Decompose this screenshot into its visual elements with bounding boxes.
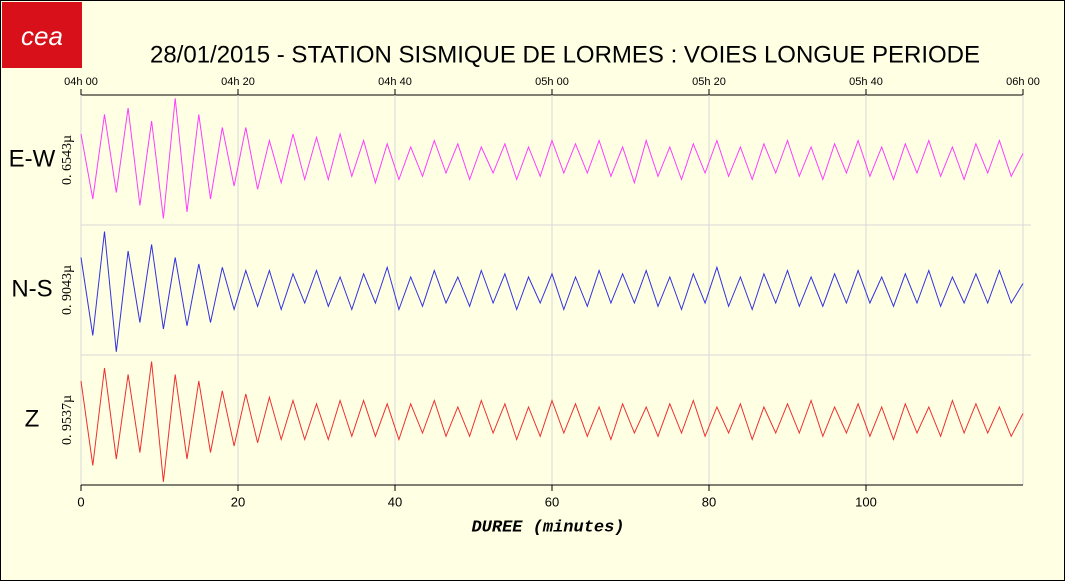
x-tick-label: 100 <box>855 494 877 509</box>
chart-title: 28/01/2015 - STATION SISMIQUE DE LORMES … <box>150 41 980 68</box>
channel-label: E-W <box>9 145 56 172</box>
x-tick-label: 20 <box>231 494 245 509</box>
channel-label: Z <box>25 405 40 432</box>
top-tick-label: 04h 00 <box>64 76 98 88</box>
trace <box>80 231 1024 352</box>
top-tick-label: 05h 40 <box>849 76 883 88</box>
scale-label: 0. 9537µ <box>60 395 75 445</box>
logo-box <box>2 2 82 68</box>
x-tick-label: 40 <box>388 494 402 509</box>
top-tick-label: 06h 00 <box>1006 76 1040 88</box>
scale-label: 0. 9043µ <box>60 265 75 315</box>
x-tick-label: 60 <box>545 494 559 509</box>
top-tick-label: 05h 00 <box>535 76 569 88</box>
top-tick-label: 04h 20 <box>221 76 255 88</box>
trace <box>80 361 1024 482</box>
x-tick-label: 80 <box>702 494 716 509</box>
top-tick-label: 05h 20 <box>692 76 726 88</box>
channel-label: N-S <box>11 275 52 302</box>
top-tick-label: 04h 40 <box>378 76 412 88</box>
x-tick-label: 0 <box>77 494 84 509</box>
x-axis-label: DUREE (minutes) <box>471 518 624 537</box>
trace <box>80 98 1024 219</box>
logo: cea <box>21 21 63 51</box>
scale-label: 0. 6543µ <box>60 135 75 185</box>
